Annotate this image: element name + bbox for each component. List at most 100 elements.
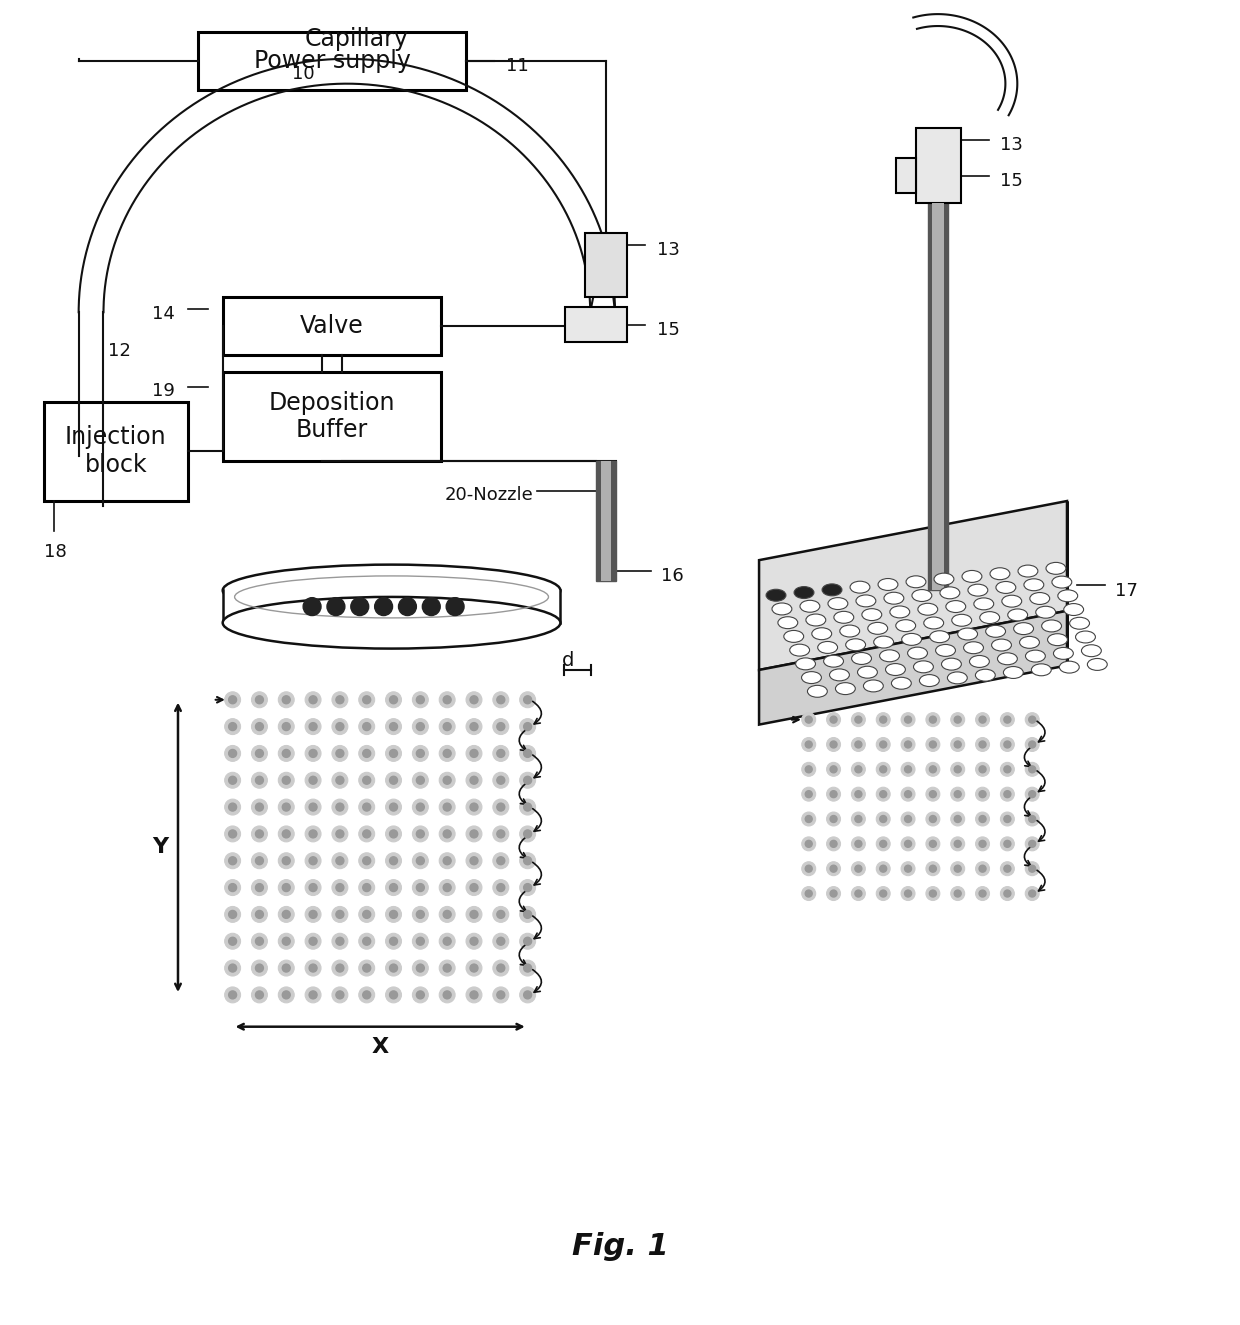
Circle shape (363, 696, 371, 704)
Circle shape (305, 933, 321, 949)
Circle shape (805, 840, 812, 847)
Circle shape (358, 692, 374, 708)
Circle shape (309, 965, 317, 973)
Ellipse shape (1054, 648, 1074, 660)
Circle shape (854, 716, 862, 723)
Circle shape (879, 865, 887, 872)
Circle shape (278, 880, 294, 896)
Circle shape (470, 937, 477, 945)
Circle shape (830, 716, 837, 723)
Ellipse shape (852, 652, 872, 664)
Circle shape (278, 825, 294, 841)
Text: X: X (372, 1036, 388, 1056)
Circle shape (877, 886, 890, 901)
Circle shape (1001, 837, 1014, 851)
Bar (932, 203, 944, 591)
Circle shape (255, 722, 263, 730)
Circle shape (980, 791, 986, 798)
Circle shape (976, 762, 990, 776)
Ellipse shape (962, 571, 982, 583)
Ellipse shape (996, 582, 1016, 594)
Ellipse shape (766, 590, 786, 602)
Circle shape (492, 906, 508, 922)
Circle shape (901, 738, 915, 751)
Circle shape (802, 738, 816, 751)
Circle shape (224, 799, 241, 815)
Circle shape (879, 741, 887, 747)
Circle shape (930, 815, 936, 823)
Circle shape (497, 910, 505, 918)
Circle shape (389, 857, 398, 865)
Ellipse shape (828, 598, 848, 610)
Circle shape (930, 791, 936, 798)
Circle shape (802, 787, 816, 802)
Circle shape (930, 741, 936, 747)
Circle shape (1025, 713, 1039, 726)
Circle shape (283, 937, 290, 945)
Circle shape (854, 890, 862, 897)
Circle shape (224, 746, 241, 762)
Circle shape (1004, 890, 1011, 897)
Circle shape (802, 861, 816, 876)
Ellipse shape (1059, 661, 1079, 673)
Circle shape (492, 718, 508, 734)
Circle shape (852, 837, 866, 851)
Circle shape (1025, 787, 1039, 802)
Circle shape (363, 991, 371, 999)
Circle shape (228, 696, 237, 704)
Ellipse shape (1008, 610, 1028, 621)
Ellipse shape (868, 623, 888, 635)
Circle shape (363, 722, 371, 730)
Circle shape (854, 766, 862, 772)
Circle shape (827, 762, 841, 776)
Circle shape (252, 880, 268, 896)
Ellipse shape (934, 574, 954, 586)
Circle shape (904, 741, 911, 747)
Circle shape (904, 890, 911, 897)
Ellipse shape (812, 628, 832, 640)
Circle shape (802, 886, 816, 901)
Circle shape (497, 776, 505, 784)
Circle shape (305, 799, 321, 815)
Circle shape (955, 741, 961, 747)
Circle shape (852, 812, 866, 825)
Ellipse shape (895, 620, 915, 632)
Circle shape (363, 857, 371, 865)
Text: Fig. 1: Fig. 1 (572, 1232, 668, 1261)
Circle shape (336, 937, 343, 945)
Ellipse shape (990, 568, 1009, 580)
Circle shape (1025, 812, 1039, 825)
Circle shape (852, 713, 866, 726)
Circle shape (879, 766, 887, 772)
Circle shape (1029, 716, 1035, 723)
Circle shape (389, 991, 398, 999)
Circle shape (228, 776, 237, 784)
Circle shape (389, 750, 398, 758)
Circle shape (830, 766, 837, 772)
Circle shape (332, 799, 348, 815)
Circle shape (904, 716, 911, 723)
Circle shape (336, 750, 343, 758)
Circle shape (332, 987, 348, 1003)
Circle shape (336, 965, 343, 973)
Circle shape (439, 933, 455, 949)
Circle shape (523, 965, 532, 973)
Circle shape (520, 933, 536, 949)
Circle shape (951, 812, 965, 825)
Circle shape (852, 762, 866, 776)
Circle shape (854, 815, 862, 823)
Circle shape (951, 886, 965, 901)
Circle shape (1025, 762, 1039, 776)
Circle shape (1025, 861, 1039, 876)
Bar (223, 591, 560, 623)
Circle shape (439, 987, 455, 1003)
Circle shape (228, 991, 237, 999)
Circle shape (492, 772, 508, 788)
Circle shape (497, 696, 505, 704)
Circle shape (827, 812, 841, 825)
Circle shape (389, 776, 398, 784)
Circle shape (283, 776, 290, 784)
Ellipse shape (1052, 576, 1071, 588)
Circle shape (1004, 766, 1011, 772)
Bar (198, 32, 466, 90)
